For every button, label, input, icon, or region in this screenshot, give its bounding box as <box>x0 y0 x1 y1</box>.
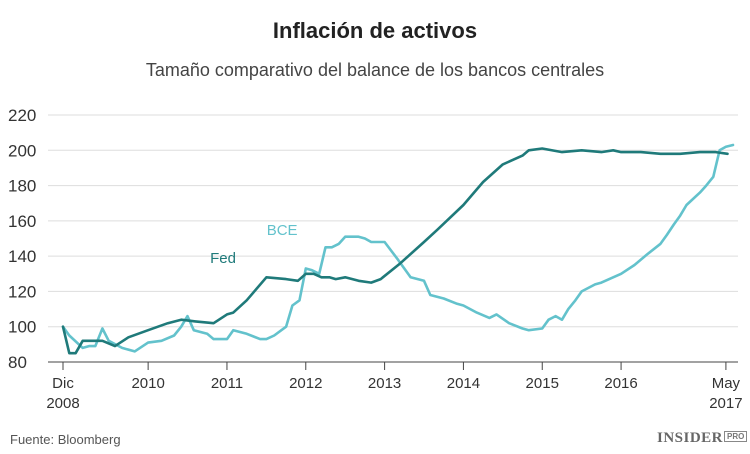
x-tick-label: 2011 <box>211 375 243 392</box>
y-tick-label: 120 <box>8 282 36 301</box>
x-tick-label: 2010 <box>131 375 164 392</box>
y-tick-label: 80 <box>8 353 27 372</box>
y-tick-label: 160 <box>8 212 36 231</box>
x-tick-label: 2016 <box>604 375 637 392</box>
series-line-bce <box>61 143 735 353</box>
chart-title: Inflación de activos <box>272 18 478 43</box>
x-tick-label: May <box>712 375 741 392</box>
source-note: Fuente: Bloomberg <box>10 432 121 447</box>
chart-subtitle: Tamaño comparativo del balance de los ba… <box>145 60 605 80</box>
y-tick-label: 200 <box>8 141 36 160</box>
x-tick-label: 2012 <box>289 375 322 392</box>
x-tick-label: 2017 <box>709 395 742 412</box>
x-tick-label: 2008 <box>46 395 79 412</box>
x-tick-label: 2015 <box>526 375 559 392</box>
brand-logo: INSIDER PRO <box>657 430 748 447</box>
y-tick-label: 140 <box>8 247 36 266</box>
x-tick-label: Dic <box>52 375 74 392</box>
y-tick-label: 180 <box>8 177 36 196</box>
y-tick-label: 100 <box>8 318 36 337</box>
y-tick-label: 220 <box>8 106 36 125</box>
x-tick-label: 2013 <box>368 375 401 392</box>
x-tick-label: 2014 <box>447 375 480 392</box>
series-label-fed: Fed <box>210 250 236 267</box>
brand-suffix: PRO <box>724 431 748 442</box>
series-label-bce: BCE <box>267 222 298 239</box>
series-line-fed <box>61 147 729 355</box>
